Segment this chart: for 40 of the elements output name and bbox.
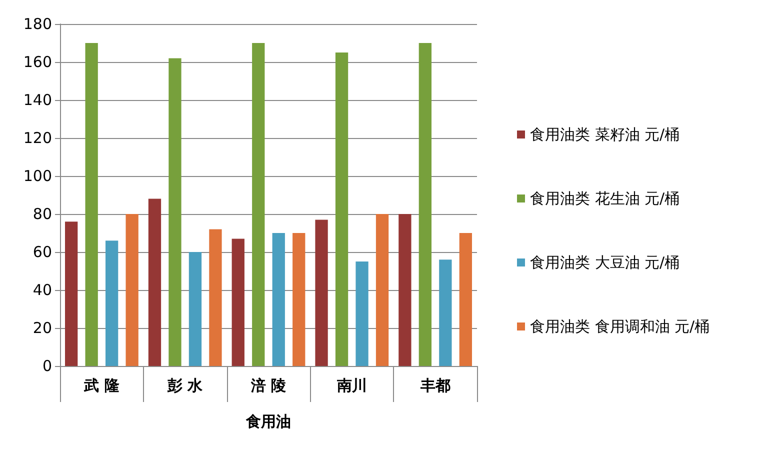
x-tick-label: 彭 水 [166,376,204,394]
legend-label: 食用油类 大豆油 元/桶 [530,254,680,272]
bar [105,240,118,366]
y-tick-label: 180 [23,15,52,33]
y-tick-label: 160 [23,53,52,71]
bar [335,52,348,366]
bar [252,43,265,366]
bar [439,260,452,366]
x-axis-title: 食用油 [245,412,291,430]
x-tick-label: 丰都 [419,376,450,394]
y-tick-label: 40 [32,281,52,299]
y-tick-label: 140 [23,91,52,109]
bar [168,58,182,366]
y-tick-label: 0 [42,357,52,375]
bar [188,252,202,366]
bar [376,214,389,366]
bar [126,214,138,366]
bar [85,43,98,366]
bar [65,222,78,366]
bar [356,262,368,366]
bar [418,43,432,366]
bar [232,238,244,366]
bar [459,233,472,366]
bar [398,214,412,366]
y-tick-label: 60 [32,243,52,261]
y-tick-label: 120 [23,129,52,147]
bar [315,220,328,366]
bar [148,198,162,366]
bar [272,233,285,366]
bar [209,229,222,366]
y-tick-label: 100 [23,167,52,185]
legend-label: 食用油类 花生油 元/桶 [530,190,680,208]
legend-label: 食用油类 菜籽油 元/桶 [530,126,680,144]
x-tick-label: 武 隆 [83,376,120,394]
y-tick-label: 80 [32,205,52,223]
bar [292,233,306,366]
y-tick-label: 20 [32,319,52,337]
x-tick-label: 涪 陵 [250,376,286,394]
legend-label: 食用油类 食用调和油 元/桶 [530,318,710,336]
x-tick-label: 南川 [336,376,367,394]
